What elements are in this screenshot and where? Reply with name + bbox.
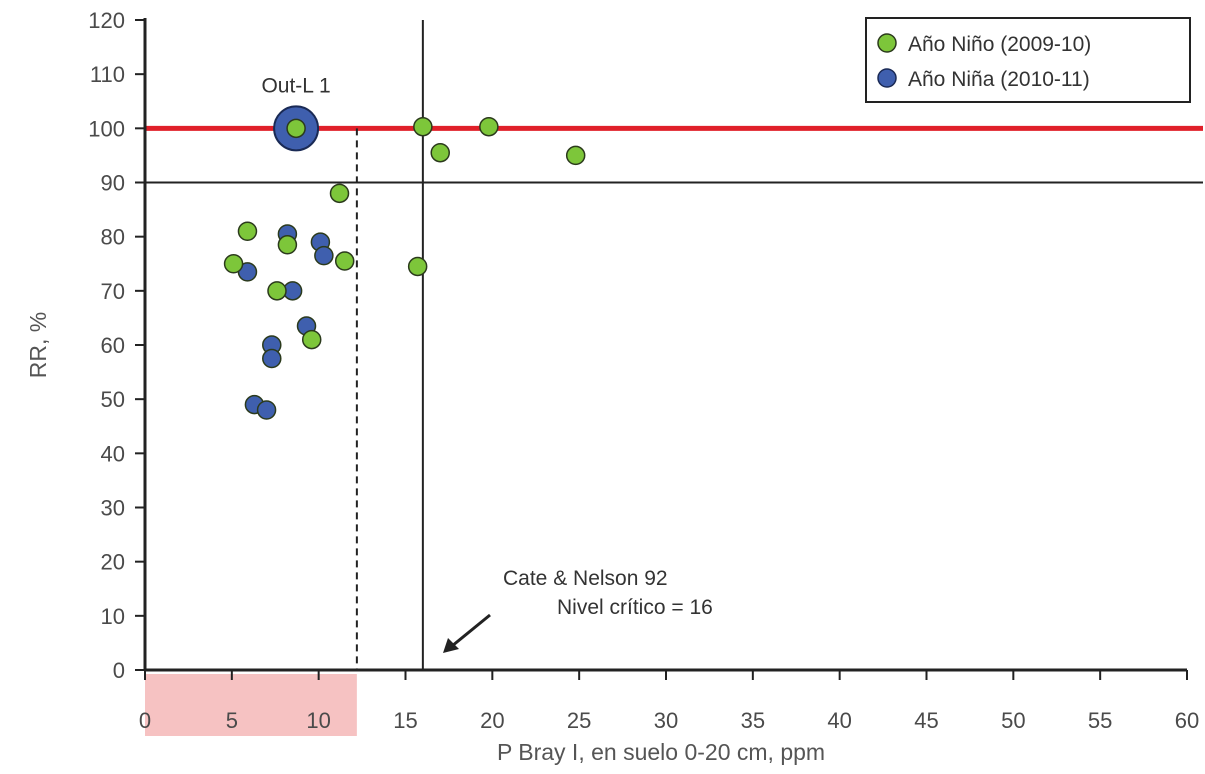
outlier-label: Out-L 1 <box>261 74 330 97</box>
x-tick-label: 5 <box>226 708 238 733</box>
y-axis-title: RR, % <box>25 312 51 378</box>
x-axis-title: P Bray I, en suelo 0-20 cm, ppm <box>497 739 825 765</box>
legend-entry-nino: Año Niño (2009-10) <box>908 33 1091 56</box>
x-tick-label: 55 <box>1088 708 1112 733</box>
annotation-line-1: Cate & Nelson 92 <box>503 567 668 590</box>
data-point-nina <box>256 400 277 420</box>
x-tick-label: 10 <box>306 708 330 733</box>
critical-level-annotation: Cate & Nelson 92 Nivel crítico = 16 <box>443 567 713 653</box>
legend-marker-nina <box>877 68 897 88</box>
data-point-nino <box>223 254 244 274</box>
x-tick-label: 20 <box>480 708 504 733</box>
y-tick-label: 60 <box>101 333 125 358</box>
x-tick-label: 40 <box>827 708 851 733</box>
data-point-nino <box>329 183 350 204</box>
y-tick-label: 50 <box>101 387 125 412</box>
data-point-nino <box>301 329 322 350</box>
y-tick-label: 40 <box>101 441 125 466</box>
annotation-line-2: Nivel crítico = 16 <box>557 596 713 619</box>
data-point-nino <box>565 145 586 166</box>
x-tick-label: 30 <box>654 708 678 733</box>
y-tick-label: 30 <box>101 496 125 521</box>
legend-marker-nino <box>877 33 897 53</box>
data-point-nina <box>314 245 334 266</box>
y-tick-label: 0 <box>113 658 125 683</box>
y-tick-label: 70 <box>101 279 125 304</box>
x-range-highlight-band <box>145 674 357 736</box>
x-tick-label: 60 <box>1175 708 1199 733</box>
x-tick-label: 15 <box>393 708 417 733</box>
x-tick-label: 50 <box>1001 708 1025 733</box>
x-tick-label: 45 <box>914 708 938 733</box>
data-point-nino <box>267 281 287 301</box>
y-tick-label: 10 <box>101 604 125 629</box>
y-tick-label: 80 <box>101 225 125 250</box>
data-point-nino <box>334 251 355 271</box>
x-tick-label: 25 <box>567 708 591 733</box>
data-point-nino <box>407 256 428 277</box>
x-tick-label: 0 <box>139 708 151 733</box>
legend-box <box>865 17 1191 103</box>
legend-entry-nina: Año Niña (2010-11) <box>908 68 1090 91</box>
y-tick-label: 20 <box>101 550 125 575</box>
annotation-arrow-head <box>443 638 459 653</box>
y-tick-label: 90 <box>101 171 125 196</box>
data-point-nino <box>237 221 258 241</box>
data-point-nino <box>479 116 499 137</box>
data-point-nino <box>286 118 306 139</box>
annotation-arrow <box>451 613 491 648</box>
y-tick-label: 110 <box>90 62 125 87</box>
y-tick-label: 120 <box>88 8 125 33</box>
legend: Año Niño (2009-10) Año Niña (2010-11) <box>865 17 1191 103</box>
data-points <box>223 105 586 420</box>
data-point-nino <box>430 142 450 163</box>
x-axis-ticks: 0 5 10 15 20 25 30 35 40 45 50 55 60 <box>139 670 1199 733</box>
y-axis-ticks: 0 10 20 30 40 50 60 70 80 90 100 110 120 <box>88 8 145 683</box>
data-point-nino <box>413 116 433 137</box>
data-point-nino <box>277 235 298 255</box>
x-tick-label: 35 <box>741 708 765 733</box>
y-tick-label: 100 <box>88 116 125 141</box>
data-point-nina <box>262 348 282 369</box>
